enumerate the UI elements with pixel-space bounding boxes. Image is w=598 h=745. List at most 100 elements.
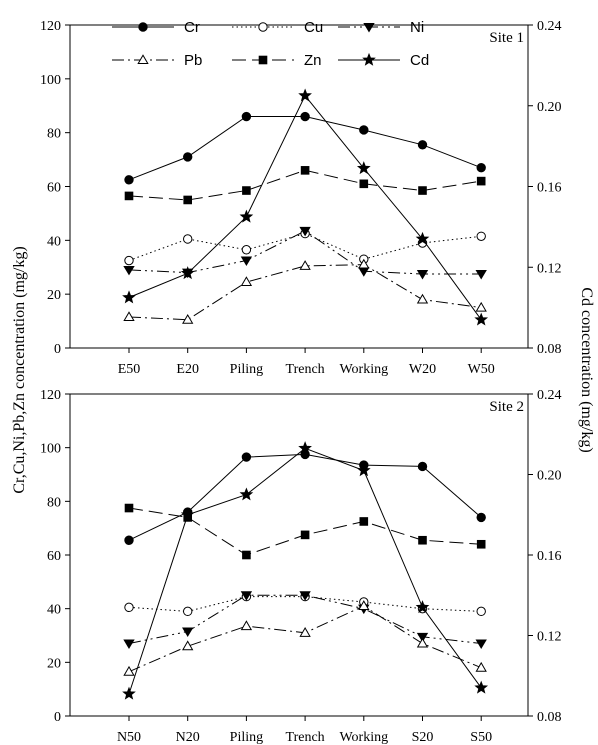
y2-tick-label: 0.12 bbox=[537, 630, 562, 645]
x-tick-label: E50 bbox=[118, 362, 141, 377]
data-point bbox=[475, 269, 487, 280]
legend-label: Ni bbox=[410, 19, 424, 36]
data-point bbox=[183, 234, 193, 244]
panel-2: 0 20 40 60 80 100 120 0.08 0.12 0.16 0.20 0.24 N50 N2… bbox=[40, 388, 562, 745]
data-point bbox=[475, 661, 487, 672]
data-point bbox=[183, 152, 193, 162]
panel-label: Site 1 bbox=[489, 30, 524, 46]
data-point bbox=[124, 191, 134, 201]
data-point bbox=[124, 255, 134, 266]
data-point bbox=[299, 591, 311, 601]
data-point bbox=[416, 293, 429, 304]
legend-item-cu: Cu bbox=[232, 19, 323, 36]
series-ni bbox=[123, 226, 487, 280]
x-tick-label: Working bbox=[339, 362, 388, 377]
data-point bbox=[358, 258, 370, 269]
legend-item-zn: Zn bbox=[232, 52, 322, 69]
legend-item-cr: Cr bbox=[112, 19, 200, 36]
legend-marker bbox=[363, 23, 375, 33]
y2-tick-label: 0.24 bbox=[537, 388, 562, 403]
legend-marker bbox=[138, 22, 148, 32]
data-point bbox=[180, 507, 195, 521]
data-point bbox=[415, 231, 430, 245]
series-line bbox=[128, 264, 482, 321]
series-ni bbox=[123, 591, 487, 650]
y-tick-label: 120 bbox=[40, 19, 61, 34]
data-point bbox=[476, 176, 486, 186]
data-point bbox=[299, 260, 311, 270]
y2-axis-label: Cd concentration (mg/kg) bbox=[578, 287, 595, 452]
data-point bbox=[242, 550, 251, 560]
series-line bbox=[128, 447, 482, 695]
data-point bbox=[123, 311, 135, 322]
legend-marker bbox=[362, 52, 376, 66]
data-point bbox=[300, 111, 310, 122]
data-point bbox=[182, 313, 194, 324]
data-point bbox=[240, 276, 253, 287]
data-point bbox=[299, 627, 311, 637]
y2-tick-label: 0.12 bbox=[537, 261, 562, 276]
data-point bbox=[123, 265, 135, 276]
x-tick-label: W20 bbox=[409, 362, 436, 377]
x-tick-label: W50 bbox=[468, 362, 495, 377]
data-point bbox=[476, 512, 486, 523]
series-cd bbox=[122, 88, 489, 326]
series-pb bbox=[123, 258, 487, 324]
data-point bbox=[298, 441, 312, 455]
data-point bbox=[475, 639, 487, 650]
data-point bbox=[359, 125, 369, 135]
y2-tick-label: 0.20 bbox=[537, 469, 562, 484]
data-point bbox=[417, 461, 428, 472]
series-zn bbox=[124, 166, 486, 205]
y-tick-label: 0 bbox=[54, 342, 61, 357]
y2-tick-label: 0.20 bbox=[537, 100, 562, 115]
y-tick-label: 80 bbox=[47, 495, 61, 510]
legend-label: Cd bbox=[410, 52, 429, 69]
data-point bbox=[415, 600, 430, 614]
x-tick-label: N50 bbox=[117, 730, 141, 745]
y-tick-label: 100 bbox=[40, 73, 61, 88]
data-point bbox=[182, 640, 194, 651]
y-tick-label: 120 bbox=[40, 388, 61, 403]
series-line bbox=[128, 94, 482, 320]
data-point bbox=[242, 186, 251, 195]
data-point bbox=[359, 517, 369, 526]
series-line bbox=[128, 453, 482, 541]
data-point bbox=[418, 535, 427, 545]
x-tick-label: S50 bbox=[470, 730, 492, 745]
legend: Cr Cu Ni Pb Zn Cd bbox=[112, 19, 429, 69]
series-zn bbox=[124, 503, 486, 560]
y-tick-label: 40 bbox=[47, 603, 61, 618]
data-point bbox=[300, 166, 310, 175]
legend-label: Cr bbox=[184, 19, 200, 36]
y-tick-label: 0 bbox=[54, 710, 61, 725]
y-tick-label: 80 bbox=[47, 127, 61, 142]
x-tick-label: Trench bbox=[286, 362, 325, 377]
data-point bbox=[474, 312, 489, 326]
data-point bbox=[241, 111, 252, 122]
data-point bbox=[240, 591, 253, 601]
data-point bbox=[183, 195, 192, 205]
y-tick-label: 20 bbox=[47, 656, 61, 671]
y2-tick-label: 0.08 bbox=[537, 342, 562, 357]
x-tick-label: Trench bbox=[286, 730, 325, 745]
data-point bbox=[241, 245, 252, 255]
data-point bbox=[476, 539, 486, 549]
legend-marker bbox=[137, 54, 149, 64]
data-point bbox=[299, 226, 311, 237]
y2-tick-label: 0.08 bbox=[537, 710, 562, 725]
panel-1: 0 20 40 60 80 100 120 0.08 0.12 0.16 0.20 0.24 E50 E2… bbox=[40, 19, 562, 377]
data-point bbox=[298, 88, 312, 102]
legend-label: Cu bbox=[304, 19, 323, 36]
data-point bbox=[122, 686, 136, 700]
data-point bbox=[416, 637, 429, 648]
data-point bbox=[416, 632, 429, 643]
legend-label: Zn bbox=[304, 52, 322, 69]
legend-item-cd: Cd bbox=[338, 52, 429, 69]
data-point bbox=[476, 162, 486, 173]
data-point bbox=[476, 606, 486, 617]
x-tick-label: N20 bbox=[176, 730, 200, 745]
legend-marker bbox=[258, 55, 268, 65]
y2-tick-label: 0.16 bbox=[537, 549, 562, 564]
legend-item-pb: Pb bbox=[112, 52, 202, 69]
